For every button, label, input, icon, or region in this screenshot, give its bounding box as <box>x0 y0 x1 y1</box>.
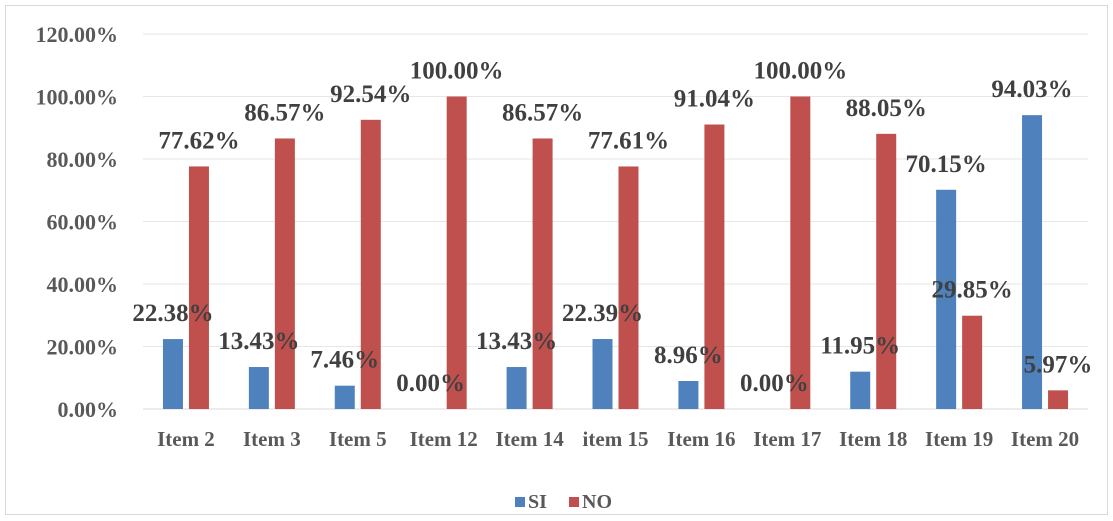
data-label-no: 29.85% <box>932 277 1013 304</box>
data-label-si: 7.46% <box>310 347 379 374</box>
legend-label-si: SI <box>528 491 547 513</box>
y-tick-label: 0.00% <box>58 397 119 422</box>
bar-no <box>1048 390 1069 409</box>
data-label-no: 100.00% <box>753 58 847 85</box>
bar-no <box>188 166 209 409</box>
y-tick-label: 20.00% <box>47 335 119 360</box>
x-tick-label: Item 5 <box>329 427 387 451</box>
x-tick-label: Item 3 <box>243 427 301 451</box>
bar-si <box>678 381 699 409</box>
chart-frame <box>5 5 1108 515</box>
data-label-si: 70.15% <box>906 151 987 178</box>
data-label-si: 8.96% <box>654 342 723 369</box>
data-label-no: 77.62% <box>158 127 239 154</box>
data-label-si: 13.43% <box>476 328 557 355</box>
y-axis: 0.00% 20.00% 40.00% 60.00% 80.00% 100.00% 120.… <box>36 22 119 422</box>
y-tick-label: 120.00% <box>36 22 119 47</box>
bars <box>162 96 1069 409</box>
bar-si <box>162 339 183 409</box>
bar-si <box>850 371 871 409</box>
data-label-si: 13.43% <box>218 328 299 355</box>
x-tick-label: Item 14 <box>495 427 564 451</box>
data-label-si: 0.00% <box>740 370 809 397</box>
y-tick-label: 100.00% <box>36 85 119 110</box>
x-tick-label: Item 16 <box>667 427 735 451</box>
bar-no <box>704 124 725 409</box>
bar-no <box>532 138 553 409</box>
x-tick-label: Item 18 <box>839 427 907 451</box>
data-label-si: 22.39% <box>562 300 643 327</box>
legend-swatch-no <box>569 497 579 507</box>
x-tick-label: Item 19 <box>925 427 993 451</box>
y-tick-label: 80.00% <box>47 147 119 172</box>
bar-si <box>1022 115 1043 409</box>
gridlines <box>143 33 1088 410</box>
bar-si <box>936 189 957 409</box>
data-label-si: 0.00% <box>396 370 465 397</box>
data-labels: 22.38% 77.62% 13.43% 86.57% 7.46% 92.54% 0.00%… <box>132 58 1092 398</box>
bar-no <box>446 96 467 409</box>
data-label-no: 91.04% <box>674 86 755 113</box>
x-tick-label: Item 17 <box>753 427 821 451</box>
bar-no <box>360 119 381 409</box>
data-label-no: 100.00% <box>410 58 504 85</box>
bar-no <box>274 138 295 409</box>
data-label-no: 5.97% <box>1024 351 1093 378</box>
bar-si <box>592 339 613 409</box>
data-label-no: 86.57% <box>244 99 325 126</box>
legend: SI NO <box>515 491 612 513</box>
data-label-si: 22.38% <box>132 300 213 327</box>
bar-no <box>876 133 897 409</box>
bar-no <box>618 166 639 409</box>
data-label-si: 11.95% <box>820 333 900 360</box>
bar-si <box>506 367 527 409</box>
legend-label-no: NO <box>582 491 612 513</box>
x-tick-label: Item 12 <box>410 427 478 451</box>
data-label-no: 77.61% <box>588 127 669 154</box>
y-tick-label: 60.00% <box>47 210 119 235</box>
legend-swatch-si <box>515 497 525 507</box>
data-label-no: 92.54% <box>330 81 411 108</box>
data-label-no: 88.05% <box>846 95 927 122</box>
x-tick-label: Item 20 <box>1011 427 1079 451</box>
bar-no <box>962 315 983 409</box>
x-tick-label: item 15 <box>583 427 649 451</box>
data-label-no: 86.57% <box>502 99 583 126</box>
bar-si <box>334 385 355 409</box>
bar-no <box>790 96 811 409</box>
bar-si <box>248 367 269 409</box>
y-tick-label: 40.00% <box>47 272 119 297</box>
data-label-si: 94.03% <box>991 76 1072 103</box>
x-axis: Item 2 Item 3 Item 5 Item 12 Item 14 item 15 I… <box>157 427 1079 451</box>
x-tick-label: Item 2 <box>157 427 215 451</box>
